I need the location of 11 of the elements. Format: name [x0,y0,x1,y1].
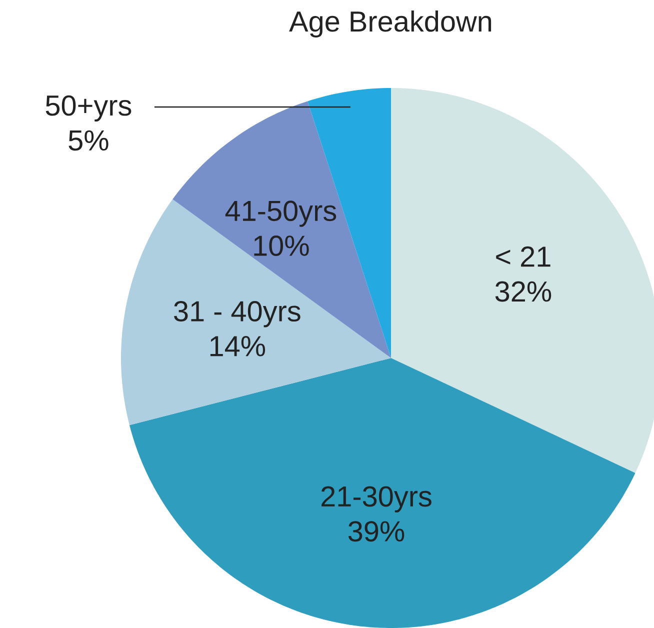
data-label: 10% [254,236,309,256]
slice-label: 21-30yrs [322,486,432,512]
slice-label: 50+yrs [46,95,132,122]
data-label: 5% [68,130,108,151]
chart-title: Age Breakdown [289,10,492,38]
data-label: 14% [210,336,266,356]
slice-label: < 21 [496,246,550,267]
data-label: 32% [495,281,552,302]
slice-label: 31 - 40yrs [174,301,300,328]
slice-label: 41-50yrs [225,200,336,227]
data-label: 39% [348,521,404,542]
